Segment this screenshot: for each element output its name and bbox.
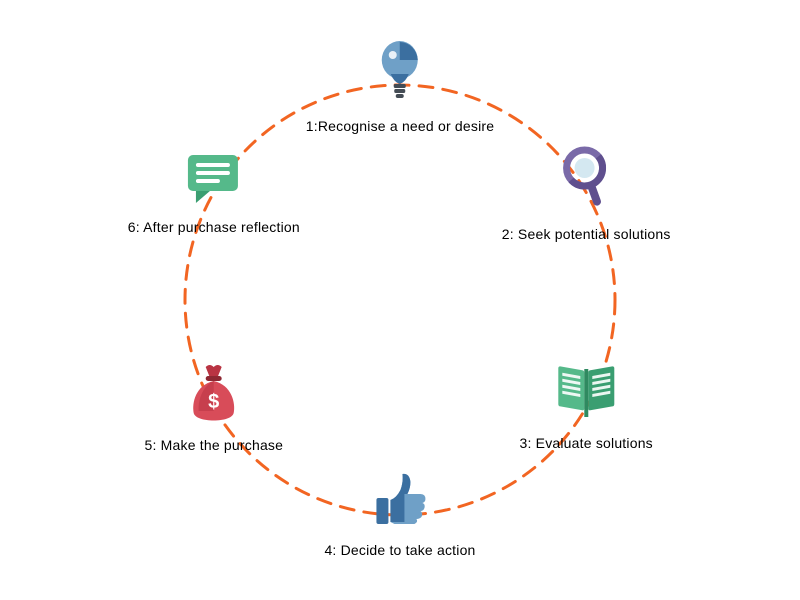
svg-text:$: $ xyxy=(208,391,219,413)
step-label: 6: After purchase reflection xyxy=(128,219,300,235)
money-bag-icon: $ xyxy=(144,363,283,425)
diagram-stage: 1:Recognise a need or desire 2: Seek pot… xyxy=(0,0,800,600)
step-label: 1:Recognise a need or desire xyxy=(306,118,495,134)
magnifier-icon xyxy=(502,144,671,214)
chat-icon xyxy=(128,151,300,207)
lightbulb-icon xyxy=(306,36,495,106)
step-label: 2: Seek potential solutions xyxy=(502,226,671,242)
step-6: 6: After purchase reflection xyxy=(128,151,300,235)
step-label: 3: Evaluate solutions xyxy=(519,435,652,451)
step-label: 5: Make the purchase xyxy=(144,437,283,453)
step-1: 1:Recognise a need or desire xyxy=(306,36,495,134)
book-icon xyxy=(519,365,652,423)
step-2: 2: Seek potential solutions xyxy=(502,144,671,242)
thumbs-up-icon xyxy=(324,472,475,530)
step-5: $ 5: Make the purchase xyxy=(144,363,283,453)
step-label: 4: Decide to take action xyxy=(324,542,475,558)
step-3: 3: Evaluate solutions xyxy=(519,365,652,451)
step-4: 4: Decide to take action xyxy=(324,472,475,558)
